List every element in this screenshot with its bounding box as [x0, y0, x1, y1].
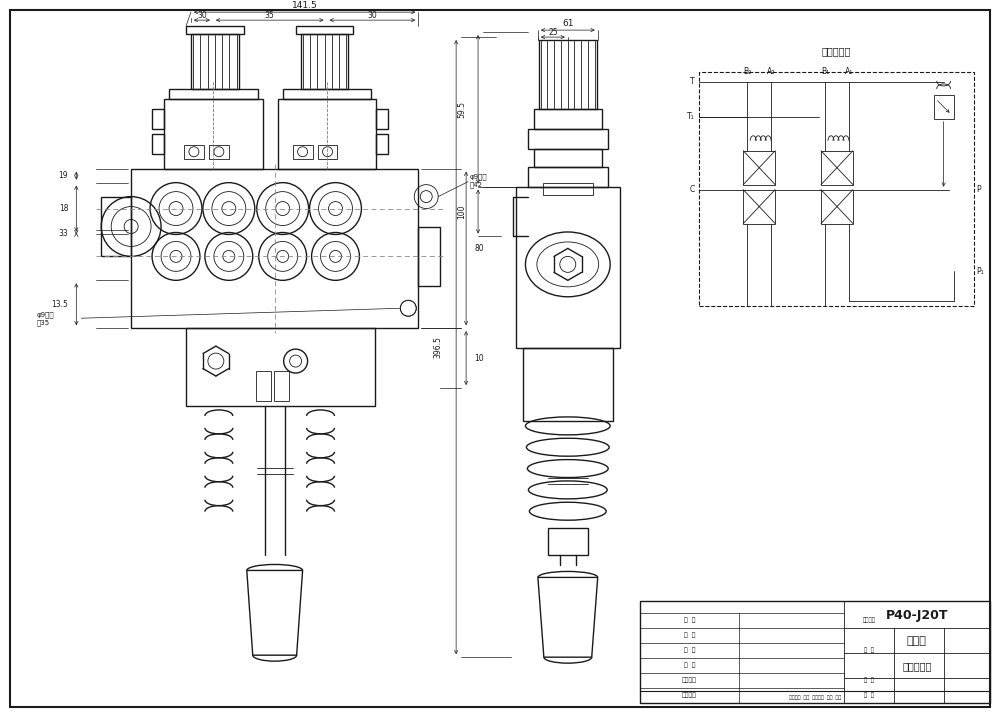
Bar: [640, 601, 990, 703]
Bar: [301, 34, 348, 89]
Text: 液压原理图: 液压原理图: [821, 46, 851, 56]
Text: 61: 61: [562, 19, 574, 28]
Text: P: P: [977, 185, 981, 194]
Text: B₁: B₁: [821, 67, 829, 76]
Text: P40-J20T: P40-J20T: [885, 608, 948, 622]
Text: 30: 30: [368, 11, 377, 19]
Bar: [209, 144, 229, 159]
Text: 工艺审查: 工艺审查: [682, 677, 697, 683]
Bar: [528, 167, 608, 187]
Text: 批  准: 批 准: [684, 662, 695, 668]
Bar: [131, 169, 418, 328]
Bar: [528, 129, 608, 149]
Bar: [516, 187, 620, 348]
Bar: [548, 528, 588, 556]
Text: 审  查: 审 查: [684, 647, 695, 653]
Bar: [186, 26, 244, 34]
Bar: [318, 144, 337, 159]
Bar: [523, 348, 613, 421]
Text: B₂: B₂: [743, 67, 751, 76]
Text: 13.5: 13.5: [51, 300, 68, 309]
Text: 33: 33: [59, 229, 68, 238]
Bar: [186, 328, 375, 406]
Bar: [169, 89, 258, 99]
Text: T₁: T₁: [687, 112, 694, 122]
Text: 校  核: 校 核: [684, 633, 695, 638]
Bar: [376, 134, 388, 154]
Text: 141.5: 141.5: [292, 1, 317, 10]
Text: 高42: 高42: [470, 182, 483, 188]
Bar: [256, 371, 271, 401]
Bar: [534, 149, 602, 167]
Text: 10: 10: [474, 354, 484, 363]
Text: A₁: A₁: [845, 67, 853, 76]
Bar: [278, 99, 376, 169]
Bar: [376, 109, 388, 129]
Bar: [293, 144, 313, 159]
Text: 30: 30: [197, 11, 207, 19]
Text: P₁: P₁: [977, 267, 984, 276]
Bar: [274, 371, 289, 401]
Text: 图样代号: 图样代号: [862, 618, 875, 623]
Text: T: T: [690, 77, 694, 87]
Bar: [152, 109, 164, 129]
Text: 18: 18: [59, 204, 68, 213]
Text: 80: 80: [474, 244, 484, 253]
Text: 高35: 高35: [36, 319, 50, 326]
Text: A₂: A₂: [767, 67, 775, 76]
Bar: [934, 95, 954, 119]
Text: 材  料: 材 料: [864, 647, 874, 653]
Bar: [534, 109, 602, 129]
Text: 质  量: 质 量: [864, 692, 874, 698]
Text: 更改标记  数量  更改单号  签名  日期: 更改标记 数量 更改单号 签名 日期: [789, 694, 841, 699]
Bar: [743, 189, 775, 224]
Bar: [418, 227, 440, 286]
Text: 设  计: 设 计: [684, 618, 695, 623]
Bar: [543, 182, 593, 194]
Text: 多路阀: 多路阀: [907, 636, 927, 646]
Text: 19: 19: [59, 171, 68, 180]
Text: 比  例: 比 例: [864, 677, 874, 683]
Text: 外形尺寸图: 外形尺寸图: [902, 661, 931, 671]
Bar: [191, 34, 239, 89]
Text: 标准化审: 标准化审: [682, 692, 697, 698]
Bar: [101, 197, 131, 257]
Text: 59.5: 59.5: [457, 102, 466, 119]
Bar: [821, 151, 853, 184]
Text: φ9渋孔: φ9渋孔: [470, 174, 488, 180]
Bar: [699, 72, 974, 306]
Bar: [283, 89, 371, 99]
Text: 396.5: 396.5: [433, 336, 442, 358]
Bar: [184, 144, 204, 159]
Text: 25: 25: [548, 28, 558, 36]
Bar: [743, 151, 775, 184]
Bar: [296, 26, 353, 34]
Bar: [152, 134, 164, 154]
Bar: [539, 40, 597, 109]
Text: 100: 100: [457, 204, 466, 219]
Text: C: C: [689, 185, 694, 194]
Bar: [821, 189, 853, 224]
Text: 35: 35: [265, 11, 275, 19]
Text: φ9渋孔: φ9渋孔: [36, 311, 54, 318]
Bar: [164, 99, 263, 169]
